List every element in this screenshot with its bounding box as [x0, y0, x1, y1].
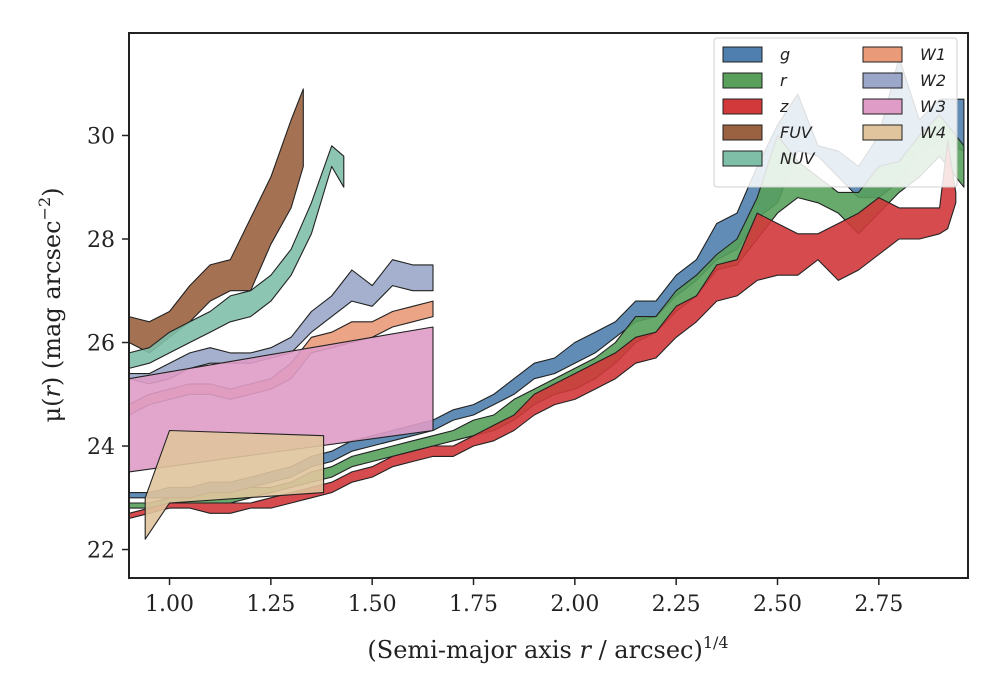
- legend-label-nuv: NUV: [780, 149, 816, 168]
- x-tick-label: 2.50: [753, 592, 802, 617]
- y-tick-label: 28: [87, 228, 115, 253]
- band-nuv: [129, 145, 345, 369]
- legend-label-w4: W4: [920, 123, 946, 142]
- y-axis-label: μ(r) (mag arcsec−2): [35, 187, 66, 422]
- legend-label-g: g: [780, 45, 790, 64]
- legend-swatch-g: [722, 46, 763, 63]
- x-tick-label: 1.25: [246, 592, 295, 617]
- legend-label-fuv: FUV: [780, 123, 813, 142]
- legend-swatch-z: [722, 98, 763, 115]
- y-axis: 22 24 26 28 30: [87, 124, 129, 564]
- x-tick-label: 2.75: [854, 592, 903, 617]
- y-tick-label: 30: [87, 124, 115, 149]
- legend-label-w2: W2: [920, 71, 946, 90]
- band-layer: [129, 57, 965, 540]
- x-axis-label: (Semi-major axis r / arcsec)1/4: [367, 633, 728, 664]
- legend-label-z: z: [779, 97, 789, 116]
- y-tick-label: 26: [87, 332, 115, 357]
- legend-label-w1: W1: [920, 45, 946, 64]
- legend-swatch-w1: [862, 46, 903, 63]
- legend-swatch-fuv: [722, 124, 763, 141]
- x-tick-label: 1.50: [348, 592, 397, 617]
- band-fuv: [129, 88, 304, 354]
- x-tick-label: 2.00: [550, 592, 599, 617]
- band-z: [129, 140, 957, 520]
- legend-swatch-nuv: [722, 150, 763, 167]
- legend: grz FUV NUV W1 W2 W3 W4: [713, 37, 958, 188]
- legend-swatch-w3: [862, 98, 903, 115]
- legend-swatch-w4: [862, 124, 903, 141]
- x-tick-label: 2.25: [652, 592, 701, 617]
- x-tick-label: 1.75: [449, 592, 498, 617]
- legend-swatch-r: [722, 72, 763, 89]
- legend-swatch-w2: [862, 72, 903, 89]
- band-w4: [144, 429, 325, 540]
- legend-label-w3: W3: [920, 97, 946, 116]
- x-axis: 1.00 1.25 1.50 1.75 2.00 2.25 2.50 2.75: [145, 578, 903, 617]
- plot-frame: [128, 32, 969, 579]
- legend-items: grz FUV NUV W1 W2 W3 W4: [722, 45, 946, 168]
- y-tick-label: 24: [87, 435, 115, 460]
- x-tick-label: 1.00: [145, 592, 194, 617]
- y-tick-label: 22: [87, 539, 115, 564]
- legend-label-r: r: [780, 71, 788, 90]
